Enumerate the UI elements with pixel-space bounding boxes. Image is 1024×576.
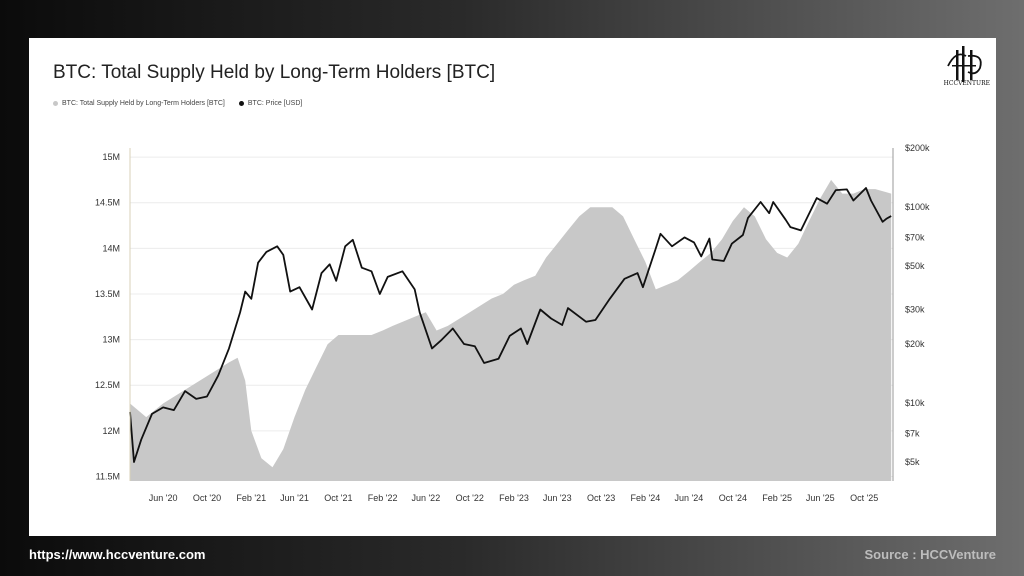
y-right-tick-label: $50k — [905, 261, 925, 271]
y-right-tick-label: $10k — [905, 398, 925, 408]
y-left-tick-label: 11.5M — [96, 471, 120, 481]
lth-supply-area — [130, 179, 892, 481]
y-right-tick-label: $70k — [905, 232, 925, 242]
x-tick-label: Jun '23 — [543, 493, 572, 503]
x-tick-label: Jun '20 — [149, 493, 178, 503]
chart-title: BTC: Total Supply Held by Long-Term Hold… — [53, 62, 496, 83]
y-right-tick-label: $30k — [905, 304, 925, 314]
y-left-tick-label: 14.5M — [95, 198, 120, 208]
x-tick-label: Oct '21 — [324, 493, 352, 503]
x-tick-label: Jun '21 — [280, 493, 309, 503]
footer-url[interactable]: https://www.hccventure.com — [29, 547, 206, 562]
x-tick-label: Feb '22 — [368, 493, 398, 503]
y-right-tick-label: $5k — [905, 457, 920, 467]
x-tick-label: Feb '24 — [631, 493, 661, 503]
x-tick-label: Jun '25 — [806, 493, 835, 503]
legend-swatch-lth — [53, 101, 58, 106]
price-line — [129, 187, 892, 463]
x-tick-label: Feb '25 — [762, 493, 792, 503]
x-tick-label: Oct '23 — [587, 493, 615, 503]
x-tick-label: Jun '22 — [411, 493, 440, 503]
y-left-tick-label: 13.5M — [95, 289, 120, 299]
legend-item-price[interactable]: BTC: Price [USD] — [238, 100, 303, 107]
x-tick-label: Jun '24 — [675, 493, 704, 503]
x-tick-label: Oct '25 — [850, 493, 878, 503]
y-right-tick-label: $100k — [905, 202, 930, 212]
x-tick-label: Feb '23 — [499, 493, 529, 503]
logo-text: HCCVENTURE — [943, 80, 990, 87]
x-tick-label: Oct '22 — [456, 493, 484, 503]
footer-source: Source : HCCVenture — [864, 547, 996, 562]
chart-card: BTC: Total Supply Held by Long-Term Hold… — [29, 38, 996, 536]
y-left-tick-label: 12M — [102, 426, 120, 436]
legend-label-lth: BTC: Total Supply Held by Long-Term Hold… — [62, 100, 225, 107]
y-left-tick-label: 14M — [102, 243, 120, 253]
y-left-tick-label: 13M — [102, 335, 120, 345]
y-left-tick-label: 15M — [102, 152, 120, 162]
hccventure-logo-icon — [947, 46, 982, 82]
y-right-tick-label: $7k — [905, 428, 920, 438]
x-tick-label: Feb '21 — [236, 493, 266, 503]
x-tick-label: Oct '24 — [719, 493, 747, 503]
x-tick-label: Oct '20 — [193, 493, 221, 503]
legend-label-price: BTC: Price [USD] — [247, 100, 303, 107]
legend-swatch-price — [238, 101, 244, 106]
chart-legend: BTC: Total Supply Held by Long-Term Hold… — [53, 100, 302, 107]
legend-item-lth-supply[interactable]: BTC: Total Supply Held by Long-Term Hold… — [53, 100, 225, 107]
y-right-tick-label: $20k — [905, 339, 925, 349]
y-left-tick-label: 12.5M — [95, 380, 120, 390]
y-right-tick-label: $200k — [905, 143, 930, 153]
chart-plot: 15M 14.5M 14M 13.5M 13M 12.5M 12M 11.5M $200k $10… — [95, 143, 930, 503]
